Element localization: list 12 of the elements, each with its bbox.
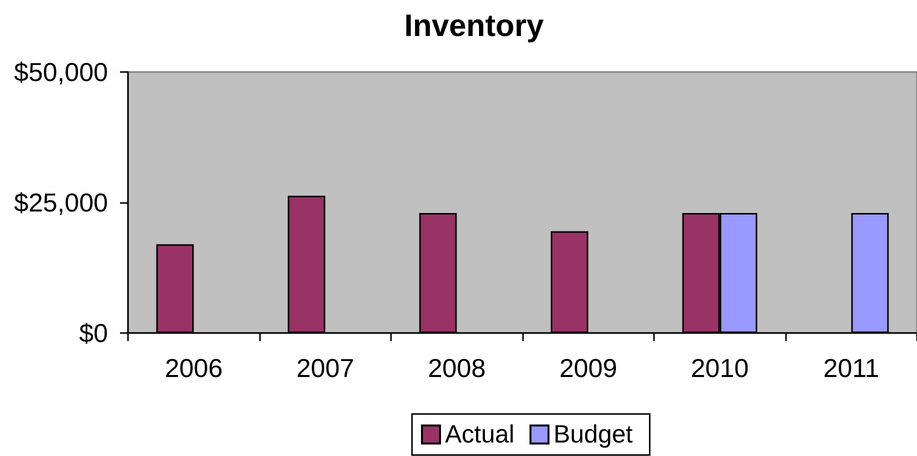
legend-label: Budget <box>553 420 633 448</box>
x-tick-label: 2010 <box>690 353 749 383</box>
y-tick-label: $0 <box>79 318 108 348</box>
x-tick-label: 2008 <box>428 353 486 383</box>
legend-label: Actual <box>445 420 514 448</box>
x-tick-label: 2011 <box>823 353 880 383</box>
y-tick-label: $25,000 <box>14 188 108 218</box>
x-tick-label: 2006 <box>164 353 223 383</box>
y-tick-label: $50,000 <box>14 57 108 87</box>
chart-title: Inventory <box>404 8 545 43</box>
x-tick-label: 2007 <box>296 353 354 383</box>
x-tick-label: 2009 <box>559 353 618 383</box>
